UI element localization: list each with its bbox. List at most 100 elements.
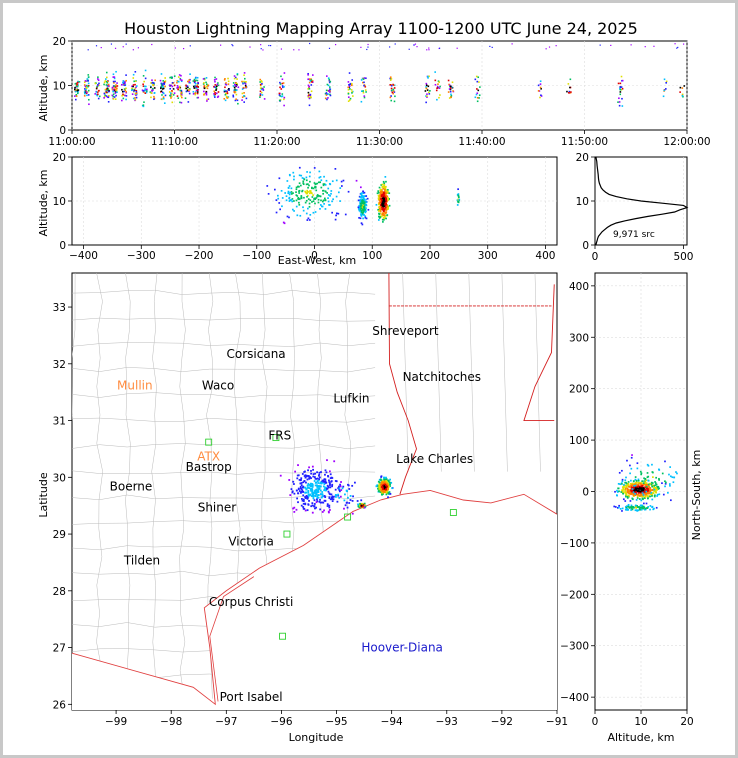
map-source-point — [384, 489, 387, 492]
map-source-point — [315, 501, 318, 504]
ta-source-point — [449, 87, 452, 89]
ta-source-point — [187, 89, 190, 92]
ew-source-point — [362, 211, 364, 214]
ew-source-point — [303, 196, 305, 199]
ew-source-point — [300, 196, 303, 199]
ta-source-point — [123, 88, 126, 90]
x-tick-label: −96 — [270, 716, 292, 728]
ew-source-point — [362, 204, 365, 207]
map-source-point — [313, 499, 316, 502]
ns-source-point — [667, 491, 669, 494]
map-source-point — [304, 476, 307, 479]
ta-source-point — [665, 82, 667, 84]
ta-source-point — [228, 88, 230, 90]
map-source-point — [299, 482, 302, 485]
ta-source-point — [213, 86, 216, 88]
ta-source-point — [236, 99, 239, 102]
ta-source-point — [540, 95, 543, 97]
ta-source-point — [74, 90, 77, 93]
ew-source-point — [365, 204, 368, 207]
map-source-point — [304, 509, 307, 512]
ew-source-point — [298, 182, 301, 185]
ta-source-point — [95, 91, 98, 93]
map-source-point — [361, 502, 364, 505]
map-source-point — [307, 491, 310, 494]
ew-source-point — [360, 204, 362, 206]
ta-source-point — [427, 85, 430, 88]
county-boundary — [72, 470, 376, 475]
ns-source-point — [645, 479, 648, 482]
ew-source-point — [382, 198, 384, 201]
ew-source-point — [340, 180, 343, 183]
map-source-point — [310, 484, 312, 487]
ew-source-point — [306, 189, 309, 192]
ew-source-point — [360, 200, 363, 202]
ns-source-point — [633, 485, 636, 487]
ta-source-point — [283, 72, 286, 74]
ta-source-point — [136, 93, 138, 96]
ew-source-point — [339, 187, 342, 189]
ta-source-point — [307, 88, 309, 90]
ns-source-point — [642, 495, 645, 498]
ns-source-point — [650, 492, 653, 494]
map-source-point — [385, 488, 387, 491]
ta-source-point — [242, 81, 244, 84]
map-source-point — [383, 491, 386, 493]
ta-source-point — [349, 97, 352, 100]
map-source-point — [318, 478, 321, 481]
ta-source-point — [428, 91, 430, 94]
ns-source-point — [642, 505, 645, 508]
ta-source-point — [164, 77, 166, 79]
ta-source-point — [107, 90, 110, 93]
ta-source-point — [226, 97, 229, 99]
ew-source-point — [276, 194, 279, 197]
ta-source-point — [169, 92, 172, 94]
map-source-point — [296, 477, 299, 480]
ta-source-point — [434, 79, 437, 82]
ta-source-point — [115, 70, 117, 73]
ta-source-point — [163, 83, 166, 85]
ta-source-point — [236, 82, 238, 85]
ew-source-point — [296, 214, 299, 217]
ta-source-point — [196, 89, 199, 91]
ns-source-point — [646, 463, 649, 466]
ta-source-point — [428, 75, 430, 78]
ta-source-point — [392, 90, 395, 93]
ew-source-point — [388, 204, 391, 207]
ns-source-point — [640, 472, 643, 475]
ta-source-point — [205, 81, 207, 84]
ta-source-point — [159, 79, 162, 82]
map-source-point — [386, 479, 389, 482]
map-source-point — [313, 476, 316, 478]
ta-source-point — [162, 97, 165, 100]
ta-source-point — [243, 72, 246, 74]
ew-source-point — [307, 194, 309, 197]
ew-source-point — [317, 195, 320, 197]
ew-source-point — [384, 206, 387, 209]
ta-source-point — [436, 98, 438, 101]
y-tick-label: −100 — [560, 538, 589, 550]
ns-source-point — [644, 495, 647, 498]
ns-source-point — [637, 509, 640, 512]
ew-source-point — [362, 201, 365, 204]
ew-source-point — [384, 202, 387, 205]
ta-source-point — [106, 85, 109, 88]
ns-source-point — [651, 485, 654, 488]
ta-source-point — [567, 83, 570, 85]
ns-source-point — [647, 479, 650, 482]
map-source-point — [363, 502, 366, 505]
ta-source-point — [137, 47, 139, 49]
map-source-point — [308, 487, 311, 490]
ta-source-point — [228, 89, 230, 91]
ew-source-point — [362, 195, 365, 197]
ta-source-point — [180, 94, 182, 97]
ta-source-point — [152, 84, 154, 86]
map-source-point — [302, 498, 305, 501]
ns-source-point — [633, 493, 636, 495]
ta-source-point — [205, 85, 208, 88]
ew-source-point — [319, 181, 322, 184]
ta-source-point — [163, 82, 165, 85]
map-source-point — [316, 480, 319, 483]
ns-source-point — [643, 477, 645, 480]
